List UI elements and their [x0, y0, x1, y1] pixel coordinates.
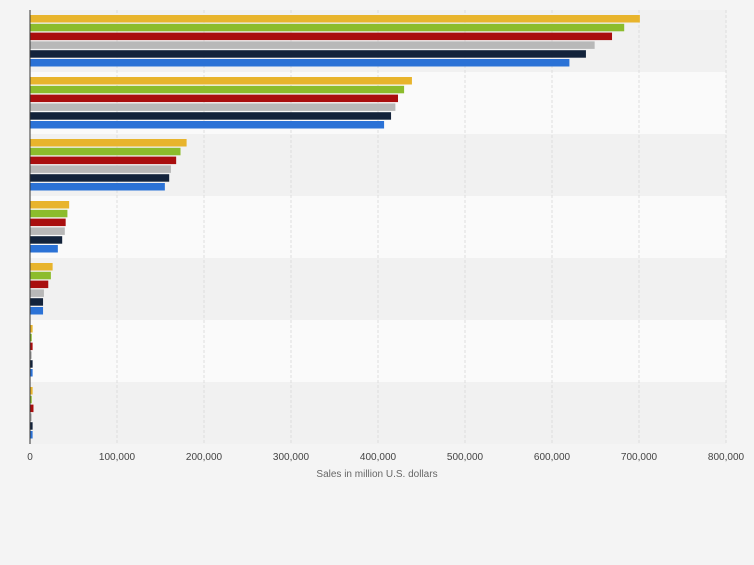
bar — [30, 325, 33, 333]
bar — [30, 209, 68, 218]
bar — [30, 387, 33, 395]
bar — [30, 351, 32, 359]
bar — [30, 94, 399, 103]
bar — [30, 245, 58, 253]
bar — [30, 156, 177, 165]
bar — [30, 395, 32, 404]
x-tick-label: 500,000 — [447, 452, 484, 463]
bar — [30, 183, 165, 191]
bar — [30, 369, 33, 377]
bar — [30, 404, 34, 413]
bar — [30, 165, 171, 173]
x-tick-labels: 0 100,000 200,000 300,000 400,000 500,000 600,… — [27, 452, 744, 463]
bar — [30, 227, 65, 235]
bar — [30, 15, 640, 23]
x-tick-label: 400,000 — [360, 452, 397, 463]
bar — [30, 360, 33, 368]
x-tick-label: 300,000 — [273, 452, 310, 463]
bar — [30, 201, 70, 209]
bar-series — [30, 15, 640, 439]
bar — [30, 263, 53, 271]
bar — [30, 236, 63, 244]
bar — [30, 112, 392, 120]
x-tick-label: 200,000 — [186, 452, 223, 463]
bar — [30, 147, 181, 156]
bar — [30, 41, 595, 49]
x-tick-label: 600,000 — [534, 452, 571, 463]
x-tick-label: 800,000 — [708, 452, 745, 463]
bar — [30, 431, 33, 439]
bar — [30, 77, 412, 85]
bar — [30, 280, 49, 289]
bar — [30, 139, 187, 147]
bar — [30, 271, 51, 280]
bar — [30, 307, 44, 315]
bar — [30, 218, 66, 227]
bar — [30, 422, 33, 430]
bar — [30, 121, 385, 129]
bar — [30, 342, 33, 351]
bar — [30, 23, 625, 32]
bar — [30, 413, 32, 421]
x-tick-label: 0 — [27, 452, 33, 463]
x-axis-label: Sales in million U.S. dollars — [316, 469, 437, 480]
bar — [30, 174, 170, 182]
bar — [30, 32, 613, 41]
bar — [30, 298, 44, 306]
bar — [30, 50, 586, 58]
bar — [30, 289, 44, 297]
bar — [30, 59, 570, 67]
x-tick-label: 700,000 — [621, 452, 658, 463]
category-band — [30, 258, 726, 320]
bar — [30, 85, 405, 94]
bar — [30, 103, 396, 111]
x-tick-label: 100,000 — [99, 452, 136, 463]
bar — [30, 333, 32, 342]
